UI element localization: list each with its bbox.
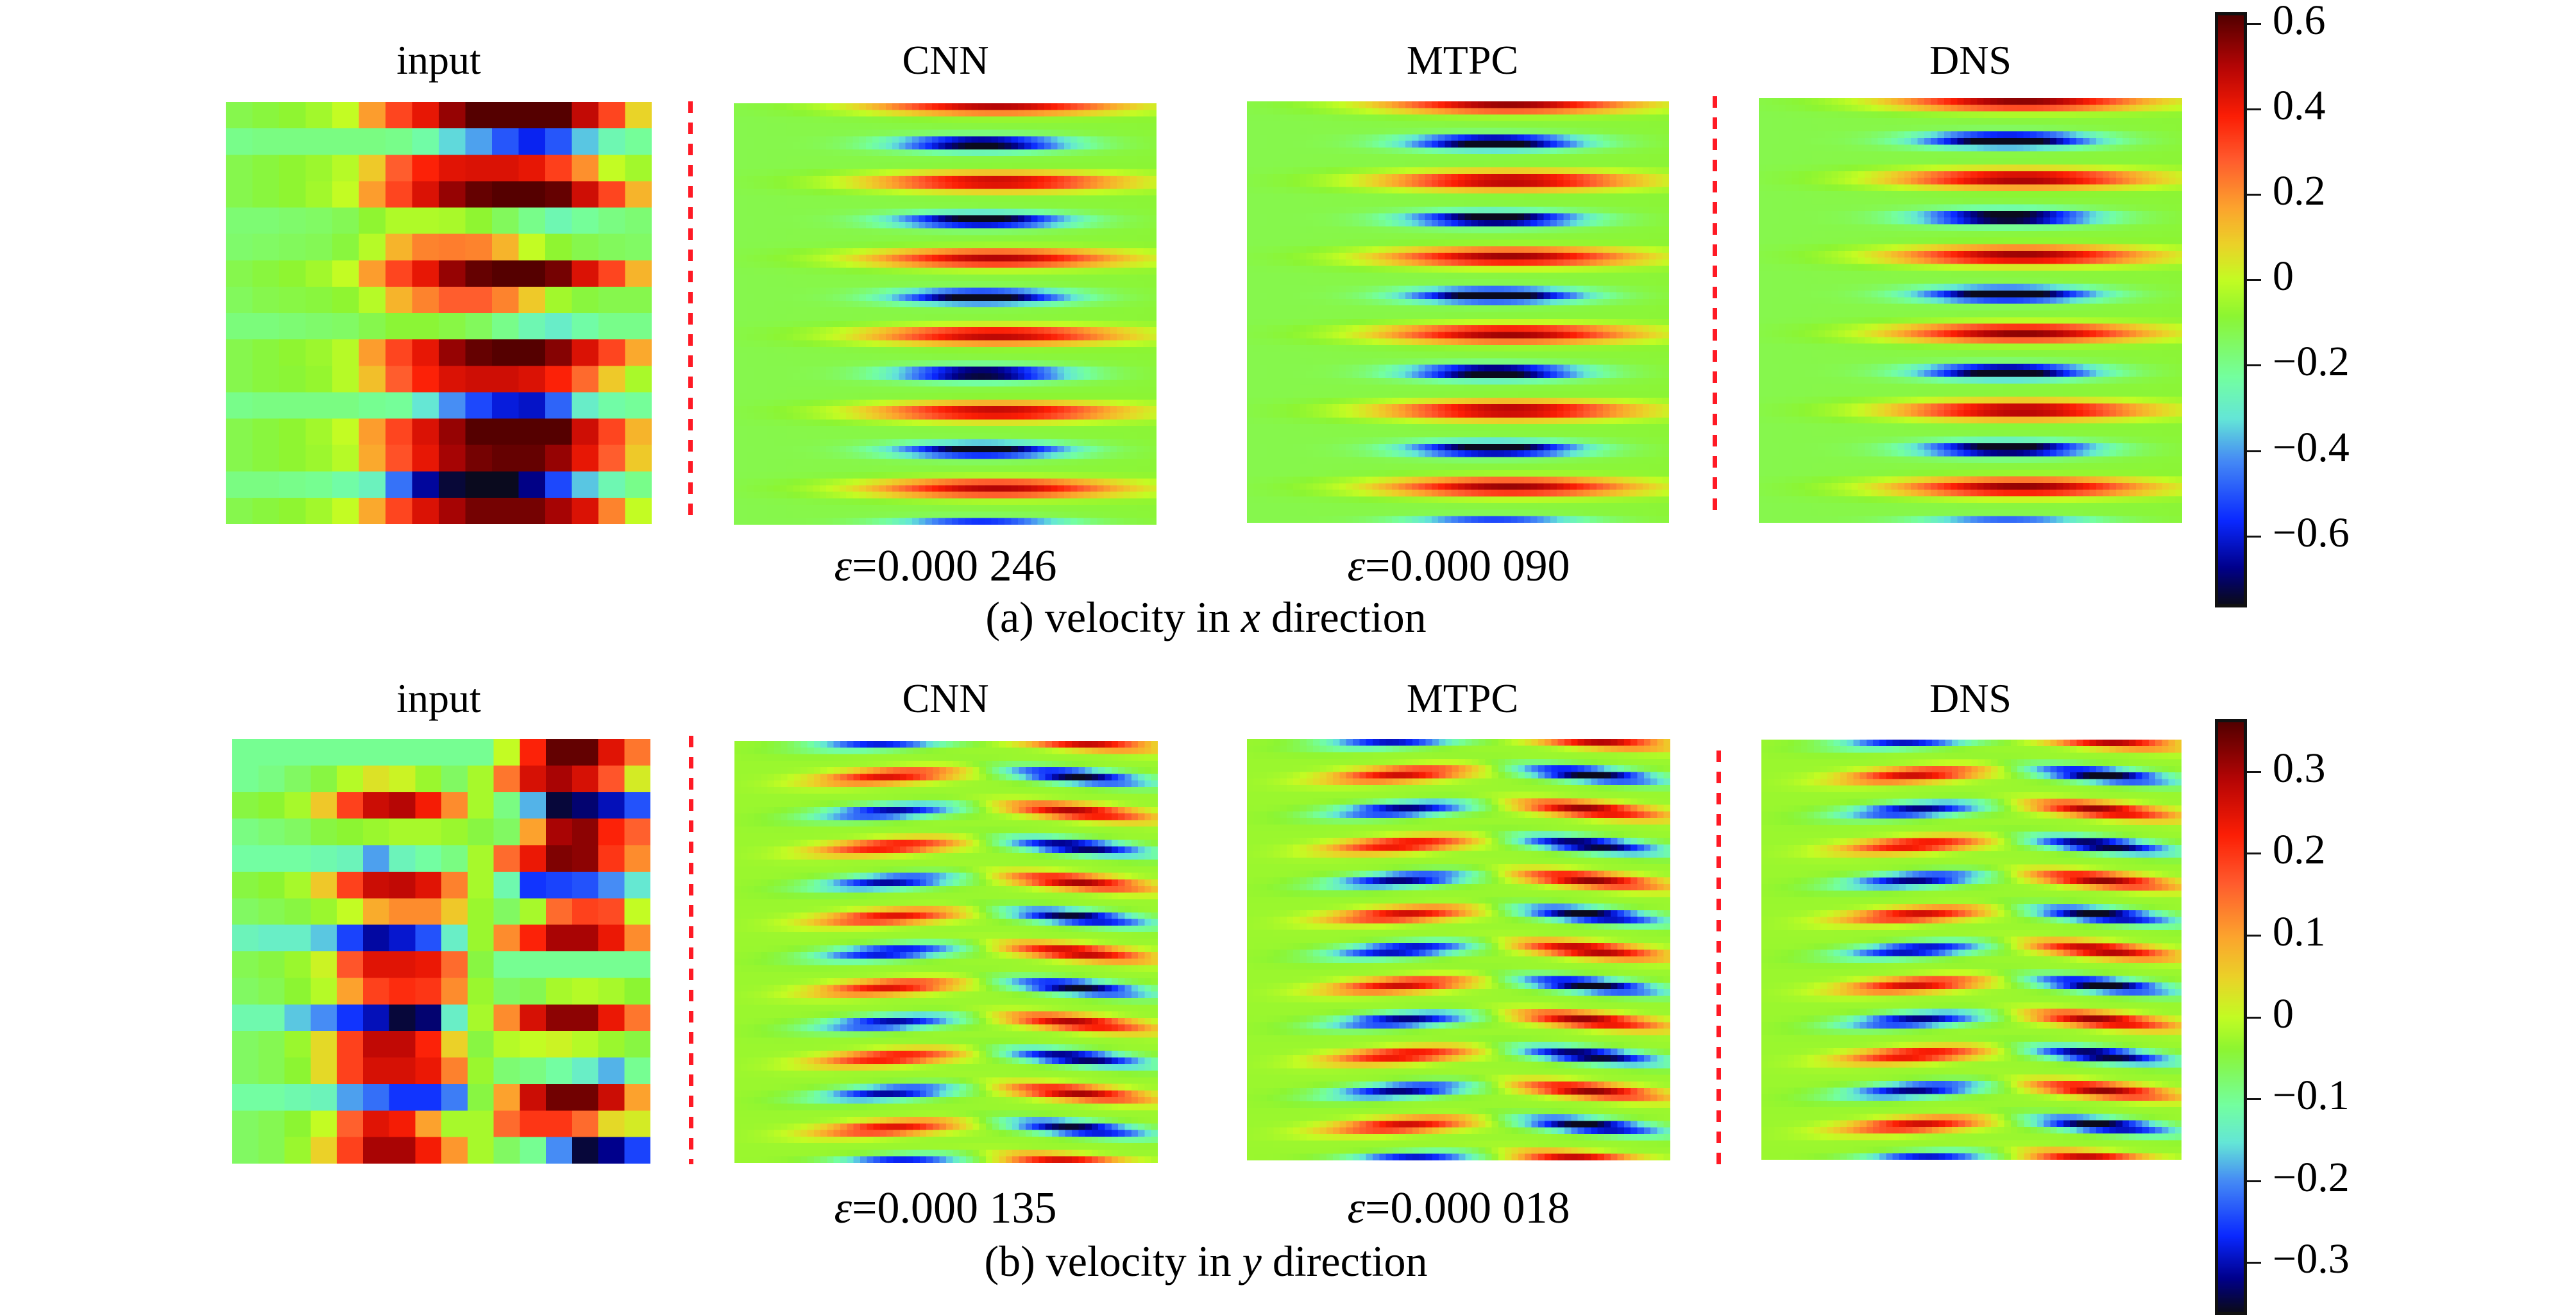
colorbar-tick xyxy=(2247,535,2261,538)
colorbar-tick xyxy=(2247,279,2261,282)
error-b-cnn: ε=0.000 135 xyxy=(721,1186,1170,1231)
title-b-cnn: CNN xyxy=(902,675,989,721)
title-a-dns: DNS xyxy=(1929,37,2012,83)
caption-suffix: direction xyxy=(1261,1237,1428,1285)
title-a-cnn: CNN xyxy=(902,37,989,83)
error-b-mtpc: ε=0.000 018 xyxy=(1234,1186,1683,1231)
caption-suffix: direction xyxy=(1260,593,1427,641)
colorbar-tick-label: 0 xyxy=(2273,990,2294,1037)
heatmap-b-input xyxy=(232,739,650,1164)
divider-a-2 xyxy=(1713,96,1717,512)
epsilon-symbol: ε xyxy=(834,1184,852,1233)
colorbar-tick-label: 0.6 xyxy=(2273,0,2326,44)
error-value: =0.000 135 xyxy=(852,1184,1057,1233)
colorbar-tick-label: 0.2 xyxy=(2273,167,2326,215)
colorbar-tick-label: −0.2 xyxy=(2273,1153,2350,1201)
colorbar-tick xyxy=(2247,934,2261,937)
colorbar-tick-label: −0.3 xyxy=(2273,1235,2350,1283)
colorbar-tick xyxy=(2247,1262,2261,1264)
colorbar-tick xyxy=(2247,194,2261,196)
colorbar-tick-label: 0.3 xyxy=(2273,744,2326,792)
heatmap-a-dns xyxy=(1759,98,2182,523)
title-b-dns: DNS xyxy=(1929,675,2012,721)
colorbar-tick-label: 0.4 xyxy=(2273,82,2326,130)
colorbar-tick xyxy=(2247,1016,2261,1019)
title-a-mtpc: MTPC xyxy=(1406,37,1519,83)
title-b-mtpc: MTPC xyxy=(1406,675,1519,721)
title-b-input: input xyxy=(396,675,481,721)
caption-prefix: (b) velocity in xyxy=(984,1237,1242,1285)
colorbar-tick xyxy=(2247,450,2261,452)
colorbar-a xyxy=(2215,12,2247,607)
divider-a-1 xyxy=(688,101,693,525)
colorbar-tick xyxy=(2247,853,2261,855)
heatmap-a-mtpc xyxy=(1247,101,1669,523)
colorbar-b xyxy=(2215,719,2247,1315)
colorbar-tick-label: −0.4 xyxy=(2273,423,2350,471)
caption-a: (a) velocity in x direction xyxy=(821,595,1591,639)
epsilon-symbol: ε xyxy=(834,541,852,591)
caption-prefix: (a) velocity in xyxy=(985,593,1241,641)
caption-b: (b) velocity in y direction xyxy=(821,1239,1591,1283)
colorbar-tick-label: 0.1 xyxy=(2273,908,2326,955)
colorbar-tick xyxy=(2247,770,2261,773)
heatmap-a-cnn xyxy=(734,103,1157,525)
heatmap-b-mtpc xyxy=(1247,739,1670,1160)
divider-b-2 xyxy=(1716,751,1721,1164)
caption-variable: y xyxy=(1242,1237,1262,1285)
error-a-mtpc: ε=0.000 090 xyxy=(1234,544,1683,589)
heatmap-b-dns xyxy=(1761,740,2182,1160)
colorbar-tick xyxy=(2247,108,2261,111)
error-value: =0.000 246 xyxy=(852,541,1057,591)
error-a-cnn: ε=0.000 246 xyxy=(721,544,1170,589)
epsilon-symbol: ε xyxy=(1347,541,1366,591)
error-value: =0.000 018 xyxy=(1365,1184,1570,1233)
colorbar-tick-label: −0.2 xyxy=(2273,338,2350,386)
colorbar-tick-label: −0.1 xyxy=(2273,1072,2350,1119)
caption-variable: x xyxy=(1241,593,1260,641)
divider-b-1 xyxy=(689,736,693,1164)
heatmap-a-input xyxy=(226,102,652,524)
colorbar-tick-label: 0.2 xyxy=(2273,826,2326,874)
colorbar-tick xyxy=(2247,1180,2261,1182)
colorbar-tick xyxy=(2247,1098,2261,1101)
heatmap-b-cnn xyxy=(734,741,1158,1163)
colorbar-tick-label: 0 xyxy=(2273,253,2294,300)
colorbar-tick-label: −0.6 xyxy=(2273,509,2350,556)
colorbar-tick xyxy=(2247,364,2261,367)
error-value: =0.000 090 xyxy=(1365,541,1570,591)
title-a-input: input xyxy=(396,37,481,83)
epsilon-symbol: ε xyxy=(1347,1184,1366,1233)
colorbar-tick xyxy=(2247,23,2261,26)
